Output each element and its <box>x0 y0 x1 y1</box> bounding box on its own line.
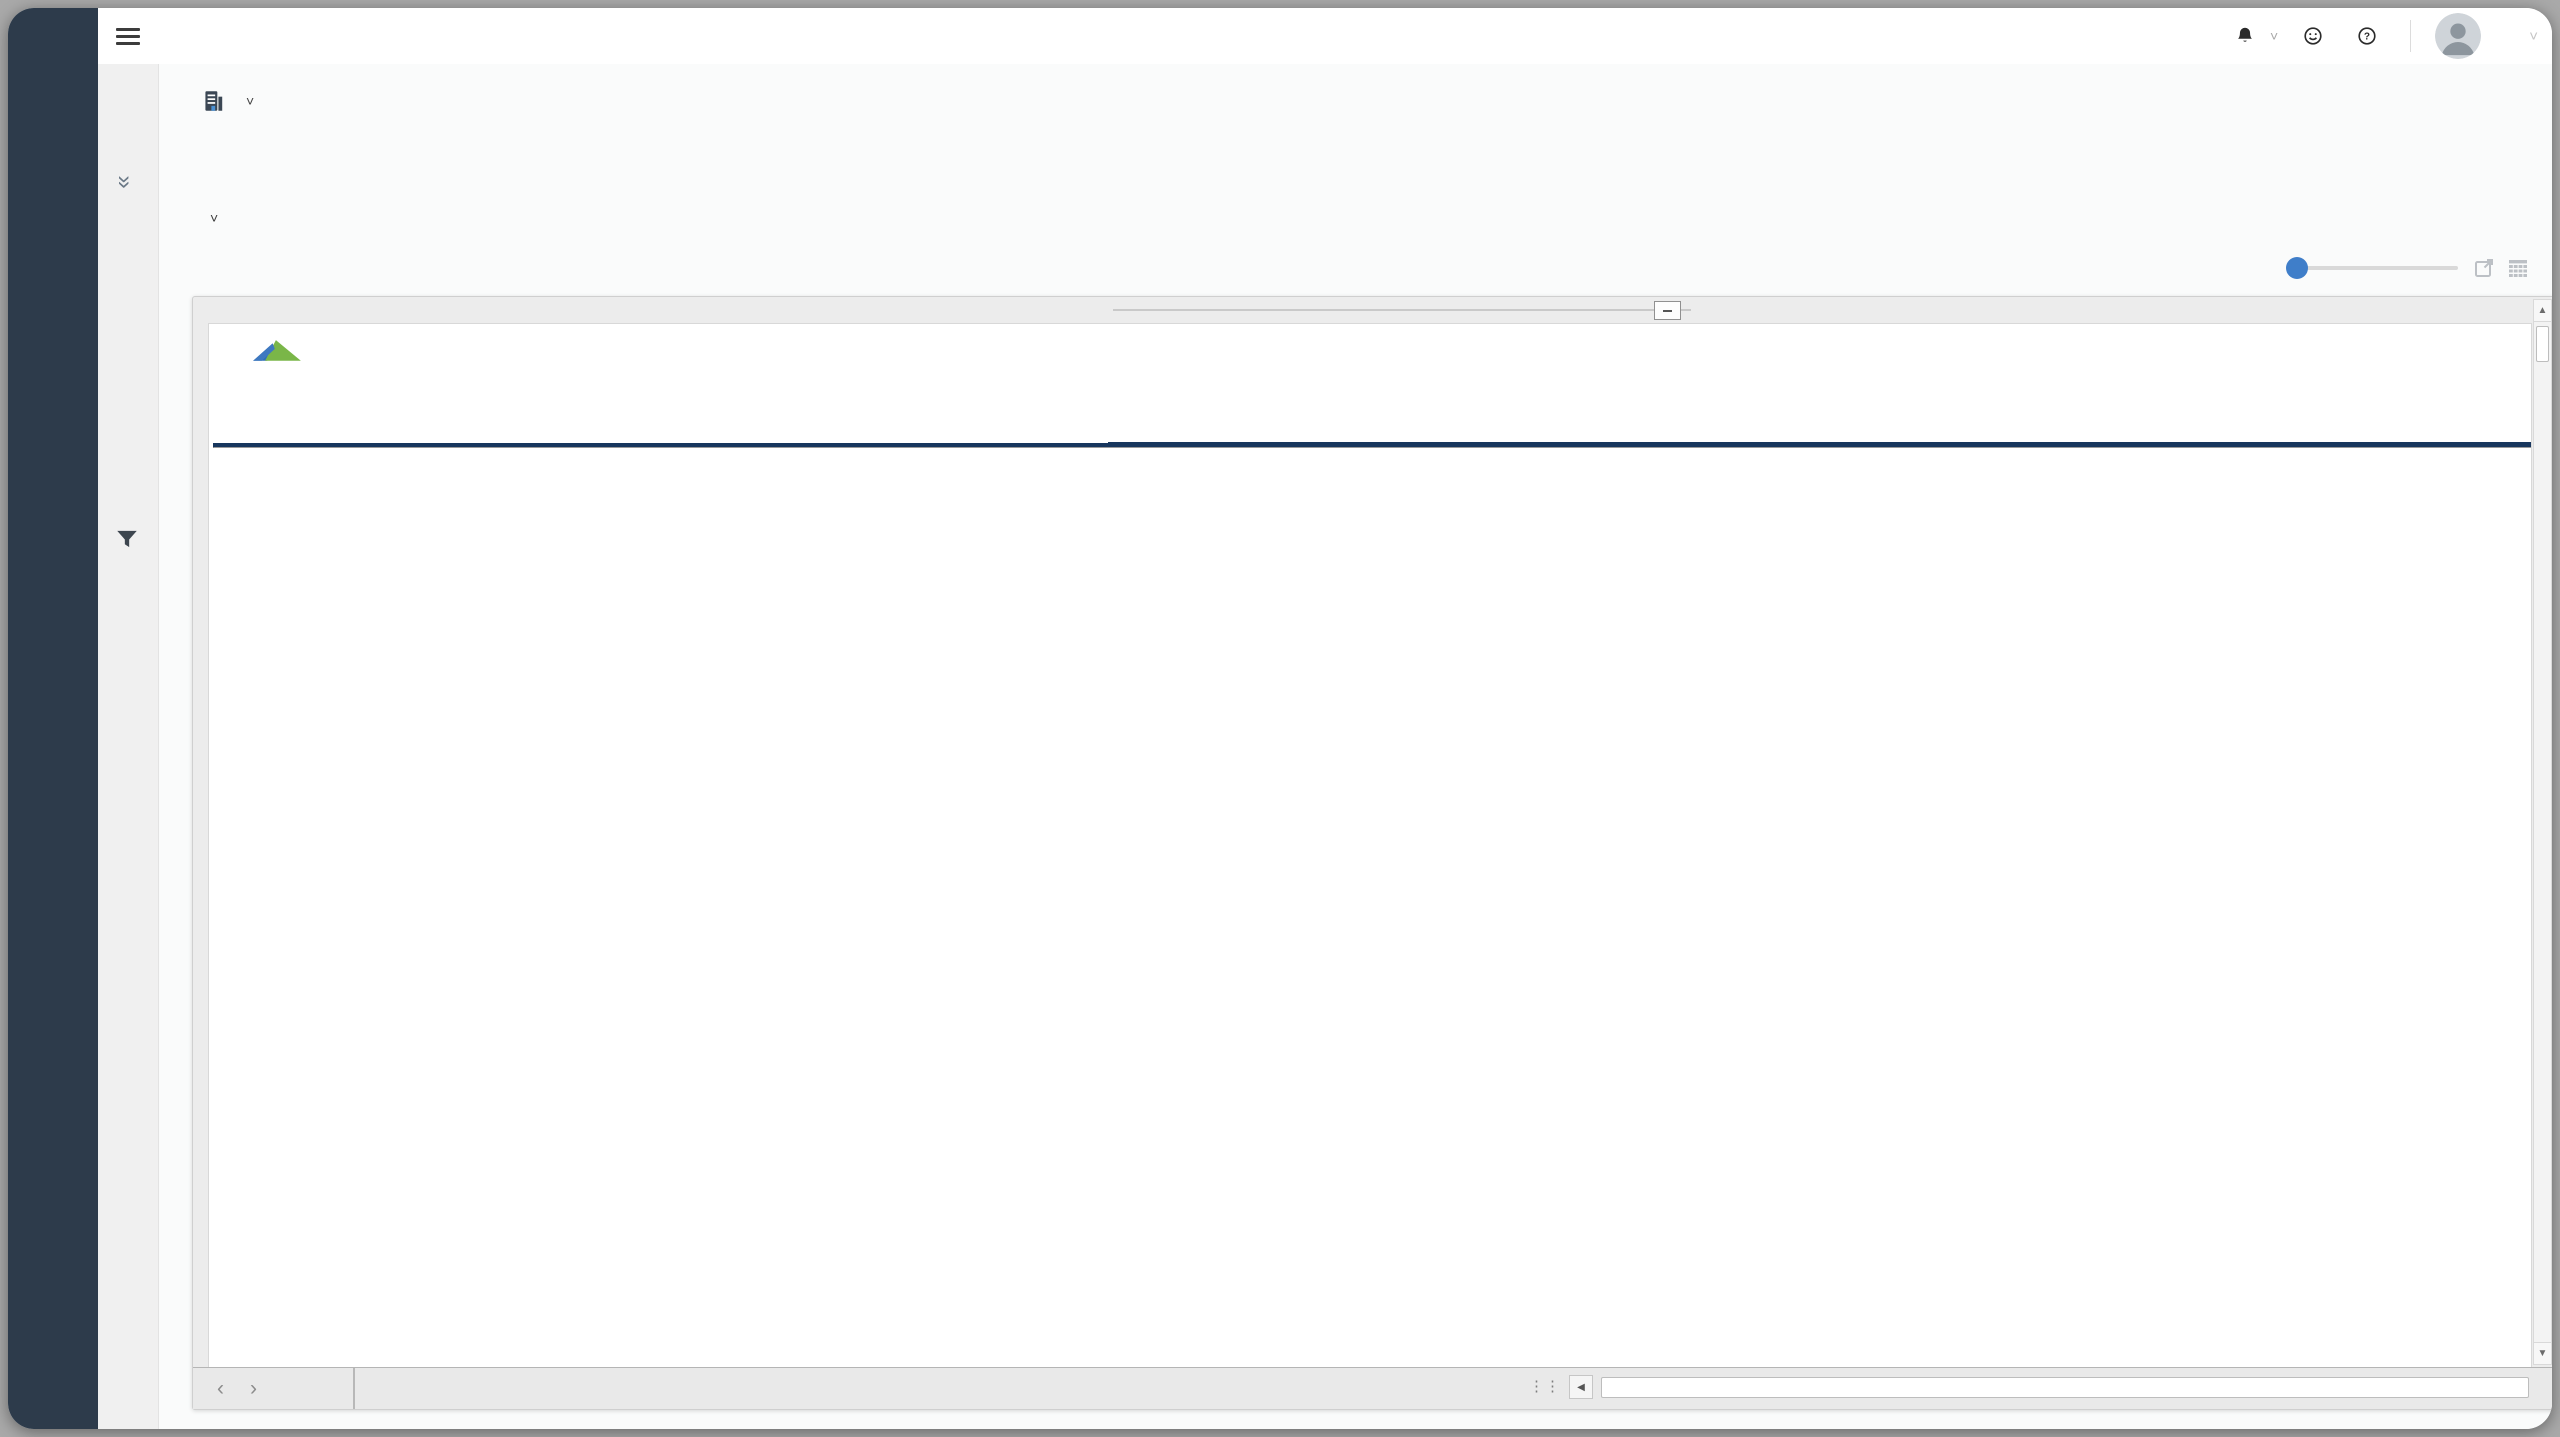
help-button[interactable]: ? <box>2356 25 2386 47</box>
smiley-icon <box>2302 25 2324 47</box>
notifications-button[interactable]: ˅ <box>2234 25 2278 47</box>
sheet-next-icon[interactable]: › <box>250 1377 257 1401</box>
feedback-button[interactable] <box>2302 25 2332 47</box>
chevron-down-icon: ˅ <box>2270 28 2278 44</box>
scroll-down-button[interactable]: ▼ <box>2534 1342 2551 1364</box>
scroll-left-button[interactable]: ◀ <box>1569 1375 1593 1399</box>
filter-funnel-icon[interactable] <box>114 526 140 557</box>
bottom-horizontal-scrollbar[interactable]: ⋮⋮ ◀ <box>1529 1375 2529 1399</box>
grid-icon[interactable] <box>2506 256 2530 280</box>
slider-thumb[interactable] <box>2286 257 2308 279</box>
table-body <box>213 447 2532 448</box>
splitter-grip-icon[interactable]: ⋮⋮ <box>1529 1381 1561 1393</box>
scrollbar-thumb[interactable] <box>2536 326 2549 362</box>
app-window: ˅ ? ˅ » <box>8 8 2552 1429</box>
data-warehouse-icon <box>200 88 226 114</box>
question-circle-icon: ? <box>2356 25 2378 47</box>
sheet-prev-icon[interactable]: ‹ <box>217 1377 224 1401</box>
scrollbar-thumb[interactable] <box>1654 301 1681 320</box>
hamburger-menu-icon[interactable] <box>116 28 140 45</box>
avatar[interactable] <box>2435 13 2481 59</box>
report-page <box>208 323 2532 1369</box>
scrollbar-thumb[interactable] <box>1601 1377 2529 1398</box>
topbar-right: ˅ ? ˅ <box>2234 13 2552 59</box>
divider <box>2410 20 2411 52</box>
popout-icon[interactable] <box>2472 256 2496 280</box>
vertical-scrollbar[interactable]: ▲ ▼ <box>2533 299 2552 1365</box>
svg-text:?: ? <box>2364 32 2370 43</box>
divider <box>354 1368 355 1409</box>
auto-refresh-slider[interactable] <box>2288 266 2458 270</box>
auto-refresh-control <box>2274 256 2530 280</box>
report-parameters-toggle[interactable]: ˅ <box>200 210 218 226</box>
content-area: » ˅ ˅ <box>98 64 2552 1429</box>
report-viewer-panel: ▲ ▼ ‹ › ⋮⋮ ◀ <box>192 296 2552 1410</box>
solver-logo-icon <box>251 338 303 369</box>
topbar: ˅ ? ˅ <box>98 8 2552 65</box>
data-source-dropdown[interactable]: ˅ <box>200 88 254 114</box>
scroll-up-button[interactable]: ▲ <box>2534 300 2551 322</box>
chevron-down-icon: ˅ <box>246 93 254 109</box>
budget-table <box>213 442 2532 448</box>
parameters-panel: » <box>98 64 159 1429</box>
chevron-down-icon: ˅ <box>210 210 218 226</box>
bell-icon <box>2234 25 2256 47</box>
report-horizontal-scrollbar[interactable] <box>1113 309 1691 311</box>
chevron-down-icon: ˅ <box>2529 28 2538 45</box>
sidebar <box>8 8 98 1429</box>
double-chevron-icon[interactable]: » <box>111 175 139 188</box>
